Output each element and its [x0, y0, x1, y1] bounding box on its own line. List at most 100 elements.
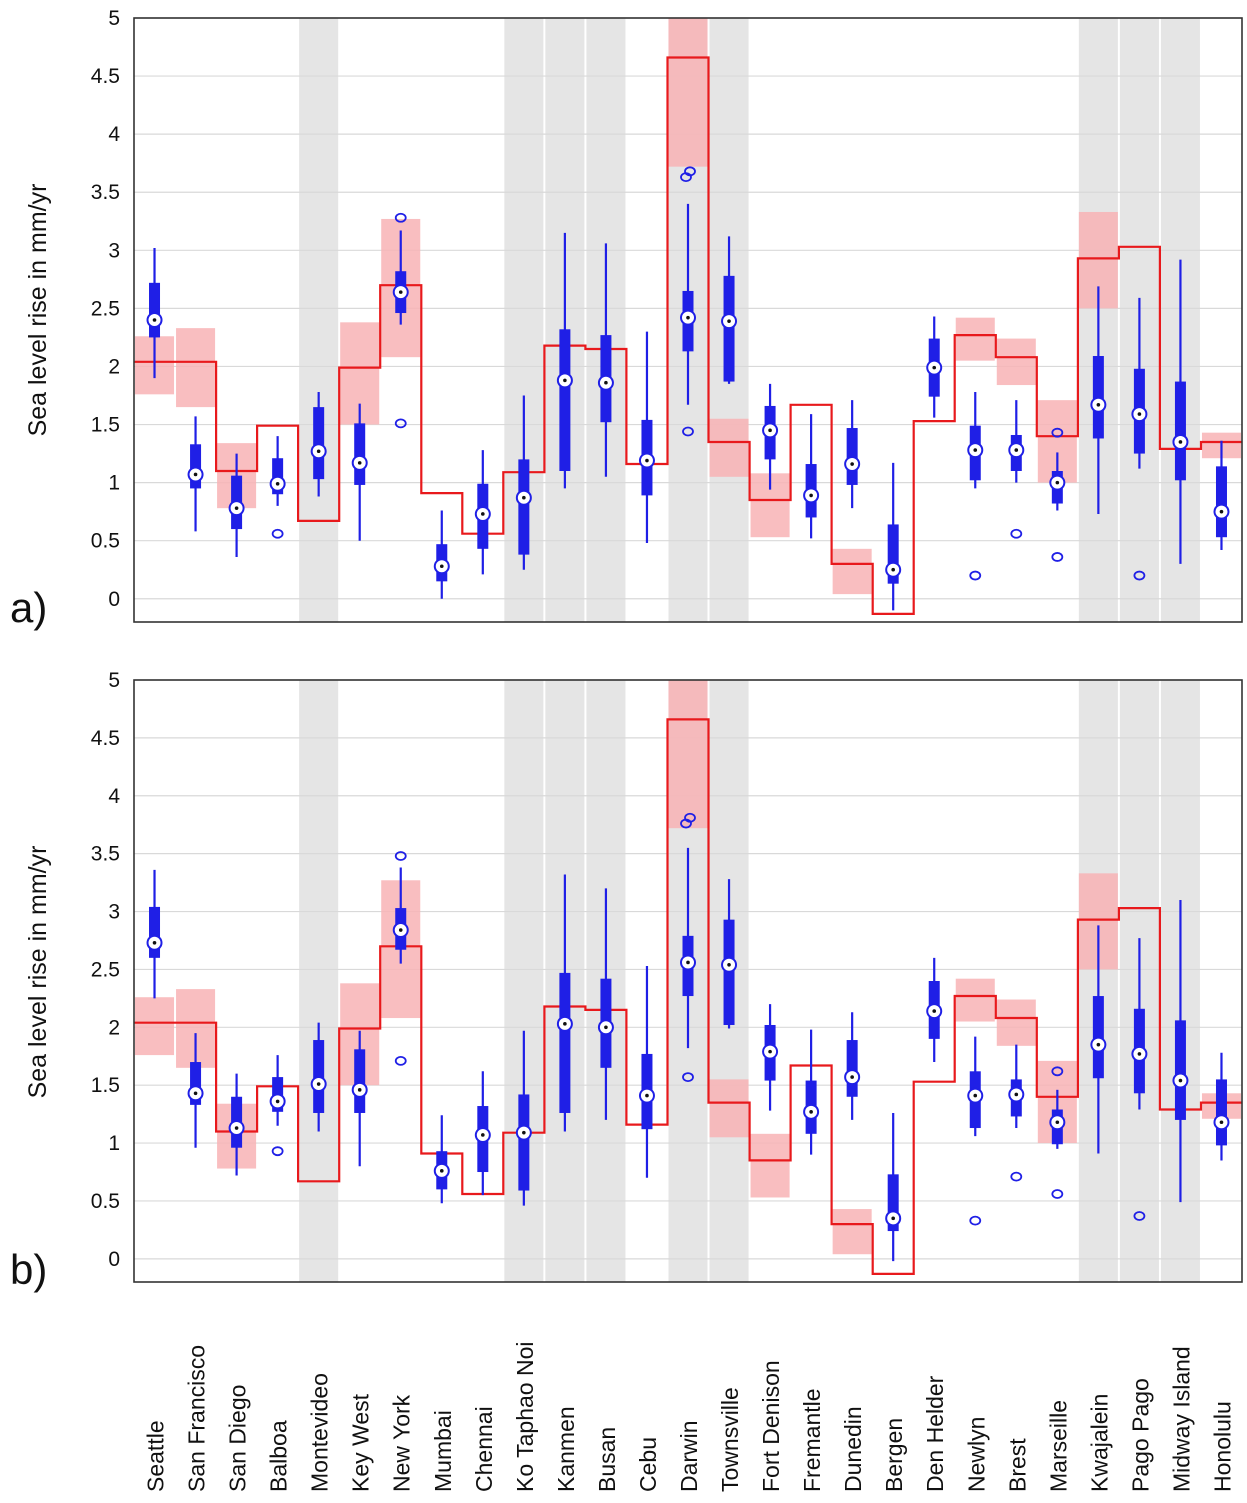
plot-frame — [133, 17, 1243, 623]
boxplot — [885, 1112, 902, 1262]
boxplot — [638, 965, 655, 1178]
x-tick-label: Bergen — [881, 1418, 907, 1492]
boxplot — [721, 879, 738, 1029]
reference-band — [135, 997, 175, 1056]
iqr-box — [313, 407, 325, 480]
y-tick-label: 3 — [108, 239, 120, 262]
median-dot — [932, 1009, 937, 1013]
outlier — [394, 1055, 407, 1066]
boxplot — [351, 1030, 368, 1167]
boxplot — [474, 450, 491, 575]
outlier — [394, 212, 407, 223]
boxplot — [556, 874, 573, 1132]
median-dot — [1014, 1092, 1019, 1097]
boxplot — [1131, 297, 1148, 581]
iqr-box — [559, 972, 571, 1113]
boxplot — [228, 453, 245, 557]
outlier — [969, 570, 982, 581]
boxplot — [762, 383, 779, 490]
x-tick-label: Fremantle — [799, 1388, 825, 1492]
boxplot — [803, 1029, 820, 1155]
median-dot — [604, 380, 608, 385]
median-dot — [686, 960, 690, 965]
reference-band — [750, 1133, 790, 1198]
x-tick-label: Mumbai — [430, 1410, 456, 1492]
boxplot — [1213, 1052, 1230, 1161]
outlier — [1133, 570, 1146, 581]
plot-frame — [133, 679, 1243, 1283]
boxplot — [926, 316, 943, 418]
boxplot — [967, 392, 984, 581]
iqr-box — [190, 444, 202, 489]
median-dot — [481, 1133, 485, 1137]
median-dot — [193, 1091, 198, 1096]
boxplot — [967, 1036, 984, 1226]
outlier — [680, 818, 692, 829]
y-tick-label: 5 — [108, 7, 120, 30]
outlier — [394, 851, 407, 861]
median-dot — [439, 564, 444, 569]
iqr-box — [149, 906, 161, 958]
outlier — [271, 528, 284, 539]
y-tick-label: 2.5 — [91, 958, 120, 981]
station-labels: Seattle San Francisco San Diego Balboa Monte… — [143, 1342, 1236, 1492]
boxplot — [680, 812, 696, 1082]
reference-band — [668, 680, 708, 829]
boxplot — [392, 212, 409, 429]
boxplot — [515, 1030, 532, 1206]
boxplot — [803, 414, 820, 539]
median-dot — [932, 365, 937, 370]
boxplot — [515, 395, 532, 570]
boxplot — [1049, 427, 1066, 562]
median-dot — [316, 449, 321, 454]
x-tick-label: Brest — [1004, 1438, 1030, 1492]
x-tick-label: Seattle — [143, 1420, 169, 1492]
y-tick-label: 4 — [108, 123, 120, 146]
median-dot — [850, 462, 854, 466]
median-dot — [809, 493, 813, 498]
x-tick-label: Ko Taphao Noi — [512, 1342, 538, 1492]
x-tick-label: Pago Pago — [1127, 1378, 1153, 1492]
y-tick-label: 5 — [108, 669, 120, 692]
x-tick-label: Den Helder — [922, 1375, 948, 1492]
boxplot — [556, 232, 573, 489]
outlier — [1010, 1171, 1023, 1182]
iqr-box — [1174, 381, 1186, 481]
boxplot — [146, 869, 163, 999]
median-dot — [316, 1082, 321, 1086]
boxplot — [187, 416, 204, 532]
iqr-box — [1174, 1020, 1186, 1120]
boxplot — [269, 1055, 286, 1157]
panel-label: a) — [10, 584, 47, 631]
median-dot — [1014, 448, 1019, 452]
boxplot — [392, 851, 409, 1066]
median-dot — [645, 458, 649, 463]
median-dot — [1178, 440, 1183, 444]
median-dot — [768, 428, 772, 433]
shade-column — [299, 680, 339, 1282]
boxplot — [844, 400, 861, 509]
median-dot — [234, 506, 239, 510]
boxplot — [474, 1071, 491, 1196]
boxplot — [1213, 440, 1230, 550]
median-dot — [1096, 1042, 1101, 1047]
boxplot — [597, 243, 614, 477]
x-tick-label: New York — [389, 1394, 415, 1492]
x-tick-label: San Francisco — [184, 1345, 210, 1492]
median-dot — [891, 1216, 895, 1221]
x-tick-label: Darwin — [676, 1420, 702, 1492]
median-dot — [193, 472, 198, 477]
boxplot — [228, 1073, 245, 1176]
median-dot — [563, 378, 567, 383]
median-dot — [604, 1025, 608, 1030]
median-dot — [152, 940, 157, 945]
outlier — [394, 418, 407, 429]
panel-b: 0 0.5 1 1.5 2 2.5 3 3.5 4 4.5 5 Sea level rise in m… — [10, 669, 1243, 1293]
y-tick-label: 0 — [108, 588, 120, 611]
median-dot — [398, 928, 403, 932]
y-tick-label: 0 — [108, 1248, 120, 1271]
median-dot — [1096, 402, 1101, 407]
outlier — [1051, 427, 1064, 438]
x-tick-label: Chennai — [471, 1406, 497, 1492]
median-dot — [522, 495, 526, 500]
